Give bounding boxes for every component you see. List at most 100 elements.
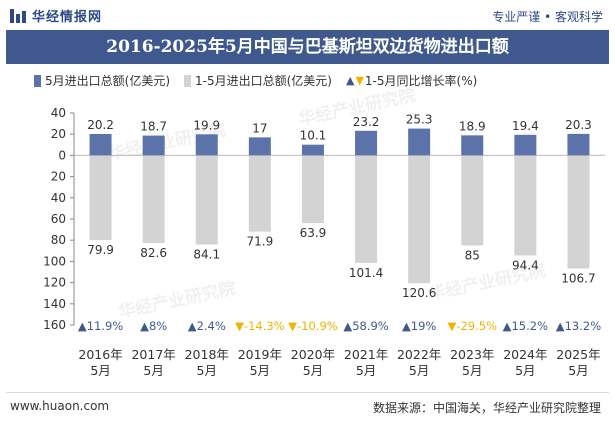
bar-chart-icon xyxy=(10,8,26,24)
y-tick-label: 20 xyxy=(51,127,66,141)
y-tick-label: 140 xyxy=(43,297,66,311)
legend-label-growth: 1-5月同比增长率(%) xyxy=(364,74,478,88)
growth-rate-label: ▼-10.9% xyxy=(288,319,338,333)
x-category-label: 2018年 xyxy=(185,347,229,362)
chart-title: 2016-2025年5月中国与巴基斯坦双边货物进出口额 xyxy=(6,30,609,64)
watermark-2: 华经产业研究院 xyxy=(117,278,238,323)
x-category-label: 5月 xyxy=(356,363,376,378)
y-tick-label: 160 xyxy=(43,318,66,332)
y-tick-label: 20 xyxy=(51,170,66,184)
bar-monthly-value-label: 17 xyxy=(252,121,267,135)
bar-cumulative-value-label: 85 xyxy=(465,249,480,263)
x-category-label: 2016年 xyxy=(78,347,122,362)
bar-cumulative-value-label: 82.6 xyxy=(140,246,167,260)
y-tick-label: 80 xyxy=(51,233,66,247)
bar-monthly-value-label: 19.4 xyxy=(512,119,539,133)
bar-cumulative xyxy=(89,155,112,241)
bar-cumulative xyxy=(248,155,271,232)
x-category-label: 2017年 xyxy=(131,347,175,362)
bar-cumulative xyxy=(355,155,378,263)
x-category-label: 5月 xyxy=(250,363,270,378)
growth-rate-label: ▲8% xyxy=(140,319,167,333)
x-category-label: 2020年 xyxy=(291,347,335,362)
footer-divider xyxy=(6,392,609,393)
y-tick-label: 120 xyxy=(43,276,66,290)
legend-item-growth: ▲ ▼ 1-5月同比增长率(%) xyxy=(346,72,477,89)
growth-rate-label: ▲2.4% xyxy=(188,319,226,333)
brand-logo: 华经情报网 xyxy=(10,6,102,25)
up-triangle-icon: ▲ xyxy=(345,74,355,87)
x-category-label: 5月 xyxy=(143,363,163,378)
y-tick-label: 40 xyxy=(51,191,66,205)
x-category-label: 2022年 xyxy=(397,347,441,362)
growth-rate-label: ▲11.9% xyxy=(78,319,123,333)
bar-monthly xyxy=(195,134,218,156)
bar-cumulative xyxy=(195,155,218,245)
x-category-label: 2024年 xyxy=(503,347,547,362)
bar-cumulative-value-label: 63.9 xyxy=(300,226,327,240)
growth-rate-label: ▲15.2% xyxy=(503,319,548,333)
growth-rate-label: ▲19% xyxy=(402,319,436,333)
bar-monthly xyxy=(514,134,537,156)
y-tick-label: 60 xyxy=(51,212,66,226)
bar-monthly-value-label: 20.3 xyxy=(565,118,592,132)
bar-monthly-value-label: 25.3 xyxy=(406,113,433,127)
legend-label-cumulative: 1-5月进出口总额(亿美元) xyxy=(195,74,332,88)
growth-rate-label: ▼-14.3% xyxy=(235,319,285,333)
x-category-label: 5月 xyxy=(462,363,482,378)
x-category-label: 2023年 xyxy=(450,347,494,362)
legend-item-cumulative: 1-5月进出口总额(亿美元) xyxy=(184,72,332,89)
bar-cumulative-value-label: 79.9 xyxy=(87,243,114,257)
bar-cumulative-value-label: 84.1 xyxy=(193,248,220,262)
x-category-label: 5月 xyxy=(568,363,588,378)
bar-monthly-value-label: 23.2 xyxy=(353,115,380,129)
bar-monthly xyxy=(408,128,431,156)
x-category-label: 5月 xyxy=(90,363,110,378)
bar-monthly-value-label: 18.9 xyxy=(459,119,486,133)
y-tick-label: 100 xyxy=(43,254,66,268)
bar-cumulative-value-label: 71.9 xyxy=(246,235,273,249)
legend-swatch-cumulative xyxy=(184,74,191,87)
footer-website: www.huaon.com xyxy=(10,399,110,413)
x-category-label: 2019年 xyxy=(238,347,282,362)
bar-cumulative-value-label: 94.4 xyxy=(512,258,539,272)
x-category-label: 2025年 xyxy=(556,347,600,362)
bar-cumulative-value-label: 120.6 xyxy=(402,286,436,300)
bar-monthly-value-label: 20.2 xyxy=(87,118,114,132)
growth-rate-label: ▲58.9% xyxy=(343,319,388,333)
footer-source: 数据来源：中国海关，华经产业研究院整理 xyxy=(372,401,601,415)
x-category-label: 5月 xyxy=(197,363,217,378)
bar-cumulative xyxy=(301,155,324,224)
bar-monthly xyxy=(301,144,324,156)
growth-rate-label: ▲13.2% xyxy=(556,319,601,333)
bar-cumulative xyxy=(408,155,431,284)
bar-cumulative-value-label: 106.7 xyxy=(561,272,595,286)
legend: 5月进出口总额(亿美元) 1-5月进出口总额(亿美元) ▲ ▼ 1-5月同比增长… xyxy=(34,72,491,89)
x-category-label: 2021年 xyxy=(344,347,388,362)
tagline: 专业严谨 • 客观科学 xyxy=(492,10,603,24)
x-category-label: 5月 xyxy=(409,363,429,378)
bar-monthly xyxy=(461,135,484,156)
bar-monthly xyxy=(355,130,378,156)
x-category-label: 5月 xyxy=(515,363,535,378)
top-bar: 华经情报网 专业严谨 • 客观科学 xyxy=(0,0,615,30)
legend-label-monthly: 5月进出口总额(亿美元) xyxy=(45,74,170,88)
bar-cumulative xyxy=(142,155,165,243)
legend-item-monthly: 5月进出口总额(亿美元) xyxy=(34,72,170,89)
y-tick-label: 0 xyxy=(58,148,66,162)
growth-rate-label: ▼-29.5% xyxy=(447,319,497,333)
bar-monthly xyxy=(567,133,590,156)
bar-monthly xyxy=(142,135,165,156)
bar-monthly xyxy=(89,133,112,156)
bar-monthly-value-label: 10.1 xyxy=(300,129,327,143)
legend-swatch-monthly xyxy=(34,74,41,87)
bar-monthly-value-label: 19.9 xyxy=(193,118,220,132)
bar-cumulative xyxy=(567,155,590,269)
bar-cumulative xyxy=(514,155,537,256)
bar-monthly-value-label: 18.7 xyxy=(140,120,167,134)
logo-text: 华经情报网 xyxy=(32,10,103,25)
x-category-label: 5月 xyxy=(303,363,323,378)
bar-monthly xyxy=(248,137,271,156)
